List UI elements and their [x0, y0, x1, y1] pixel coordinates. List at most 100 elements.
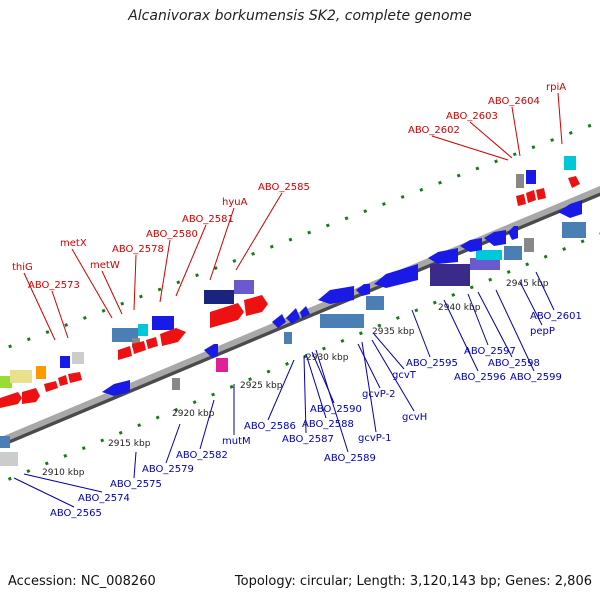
- gene-orange: [36, 366, 46, 379]
- connector-abo-2585: [235, 192, 283, 271]
- gene-gray: [0, 452, 18, 466]
- tick-rings: [0, 120, 600, 485]
- gene-blue: [102, 380, 130, 396]
- gene-red: [146, 337, 158, 349]
- kbp-label-2925-kbp: 2925 kbp: [240, 381, 283, 391]
- gene-red: [118, 346, 132, 360]
- gene-label-gcvt[interactable]: gcvT: [392, 370, 417, 381]
- gene-label-abo-2588[interactable]: ABO_2588: [302, 419, 354, 430]
- gene-red: [44, 381, 58, 392]
- gene-label-abo-2589[interactable]: ABO_2589: [324, 453, 376, 464]
- gene-label-abo-2580[interactable]: ABO_2580: [146, 229, 198, 240]
- kbp-label-2940-kbp: 2940 kbp: [438, 303, 481, 313]
- connector-abo-2573: [51, 290, 69, 339]
- connector-metw: [101, 270, 123, 315]
- connector-abo-2598: [477, 291, 513, 358]
- gene-label-mutm[interactable]: mutM: [222, 436, 251, 447]
- gene-blue: [272, 314, 286, 328]
- gene-red: [210, 303, 244, 328]
- gene-label-hyua[interactable]: hyuA: [222, 197, 248, 208]
- gene-label-abo-2565[interactable]: ABO_2565: [50, 508, 102, 519]
- connector-abo-2602: [431, 135, 509, 161]
- connector-abo-2590: [311, 351, 335, 404]
- gene-label-rpia[interactable]: rpiA: [546, 82, 566, 93]
- gene-label-gcvh[interactable]: gcvH: [402, 412, 427, 423]
- connector-abo-2581: [175, 224, 207, 297]
- gene-label-abo-2587[interactable]: ABO_2587: [282, 434, 334, 445]
- gene-steel: [320, 314, 364, 328]
- gene-gray: [524, 238, 534, 252]
- connector-rpia: [557, 92, 563, 145]
- gene-red: [22, 388, 40, 404]
- gene-label-abo-2601[interactable]: ABO_2601: [530, 311, 582, 322]
- backbone-layer: [0, 185, 600, 448]
- gene-blue: [204, 344, 218, 358]
- connector-abo-2601: [535, 271, 555, 311]
- gene-label-abo-2585[interactable]: ABO_2585: [258, 182, 310, 193]
- gene-gray: [172, 378, 180, 390]
- connector-abo-2587: [303, 355, 307, 434]
- gene-label-abo-2582[interactable]: ABO_2582: [176, 450, 228, 461]
- gene-red: [536, 188, 546, 200]
- gene-label-abo-2581[interactable]: ABO_2581: [182, 214, 234, 225]
- gene-label-abo-2596[interactable]: ABO_2596: [454, 372, 506, 383]
- gene-cyan: [564, 156, 576, 170]
- gene-label-abo-2574[interactable]: ABO_2574: [78, 493, 130, 504]
- accession-text: Accession: NC_008260: [8, 574, 156, 589]
- gene-label-abo-2590[interactable]: ABO_2590: [310, 404, 362, 415]
- connector-abo-2575: [133, 451, 137, 479]
- gene-blue: [484, 230, 506, 246]
- reverse-genes[interactable]: [0, 200, 586, 466]
- gene-steel: [0, 436, 10, 448]
- gene-label-abo-2598[interactable]: ABO_2598: [488, 358, 540, 369]
- gene-label-abo-2586[interactable]: ABO_2586: [244, 421, 296, 432]
- gene-label-gcvp-1[interactable]: gcvP-1: [358, 433, 392, 444]
- gene-steel: [284, 332, 292, 344]
- gene-label-abo-2578[interactable]: ABO_2578: [112, 244, 164, 255]
- gene-lime: [0, 376, 12, 388]
- gene-blue: [60, 356, 70, 368]
- gene-purple: [470, 258, 500, 270]
- gene-label-abo-2595[interactable]: ABO_2595: [406, 358, 458, 369]
- connector-abo-2586: [267, 359, 295, 421]
- gene-blue: [374, 264, 418, 288]
- gene-label-thig[interactable]: thiG: [12, 262, 33, 273]
- gene-label-abo-2597[interactable]: ABO_2597: [464, 346, 516, 357]
- gene-red: [244, 295, 268, 316]
- gene-label-metx[interactable]: metX: [60, 238, 87, 249]
- gene-label-gcvp-2[interactable]: gcvP-2: [362, 389, 396, 400]
- connector-gcvh: [371, 339, 415, 412]
- gene-label-abo-2602[interactable]: ABO_2602: [408, 125, 460, 136]
- gene-label-abo-2603[interactable]: ABO_2603: [446, 111, 498, 122]
- gene-blue: [558, 200, 582, 218]
- gene-red: [516, 194, 526, 206]
- connector-abo-2595: [411, 309, 431, 358]
- gene-navy: [204, 290, 234, 304]
- gene-label-pepp[interactable]: pepP: [530, 326, 555, 337]
- gene-blue: [526, 170, 536, 184]
- gene-label-abo-2604[interactable]: ABO_2604: [488, 96, 540, 107]
- gene-label-abo-2599[interactable]: ABO_2599: [510, 372, 562, 383]
- backbone: [0, 185, 600, 445]
- connector-pepp: [519, 281, 543, 326]
- gene-cyan: [476, 250, 502, 260]
- gene-red: [0, 392, 22, 408]
- connector-abo-2604: [511, 106, 521, 157]
- gene-khaki: [10, 370, 32, 383]
- gene-blue: [286, 308, 300, 324]
- connector-thig: [23, 272, 56, 341]
- gene-label-abo-2573[interactable]: ABO_2573: [28, 280, 80, 291]
- connector-abo-2578: [133, 254, 137, 311]
- forward-genes[interactable]: [0, 156, 580, 408]
- label-connectors: [13, 92, 563, 508]
- connector-gcvt: [373, 333, 405, 370]
- gene-label-metw[interactable]: metW: [90, 260, 120, 271]
- gene-blue: [428, 248, 458, 264]
- gene-label-abo-2579[interactable]: ABO_2579: [142, 464, 194, 475]
- connector-gcvp-2: [357, 343, 381, 389]
- gene-label-abo-2575[interactable]: ABO_2575: [110, 479, 162, 490]
- connector-abo-2603: [469, 121, 513, 159]
- gene-steel: [562, 222, 586, 238]
